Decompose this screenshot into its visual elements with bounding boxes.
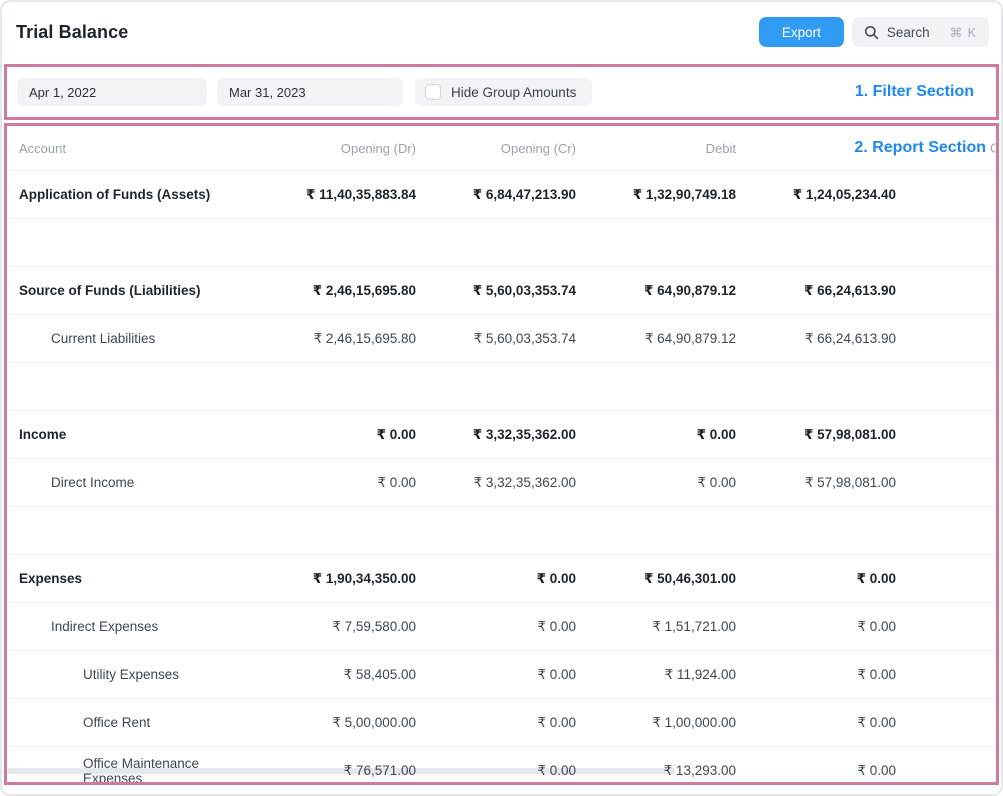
table-row[interactable]: Indirect Expenses ₹ 7,59,580.00 ₹ 0.00 ₹ 1,…	[7, 603, 996, 651]
account-cell: Office Rent	[83, 715, 151, 730]
table-row[interactable]: Application of Funds (Assets) ₹ 11,40,35,…	[7, 171, 996, 219]
table-row-empty	[7, 363, 996, 411]
page-title: Trial Balance	[16, 21, 129, 42]
column-header-partial: C	[990, 140, 999, 156]
amount-cell: ₹ 2,46,15,695.80	[313, 330, 416, 346]
account-cell: Expenses	[19, 571, 83, 586]
to-date-input[interactable]: Mar 31, 2023	[217, 78, 403, 106]
account-cell: Current Liabilities	[51, 331, 156, 346]
amount-cell: ₹ 3,32,35,362.00	[472, 426, 576, 442]
account-cell: Application of Funds (Assets)	[19, 187, 211, 202]
amount-cell: ₹ 0.00	[377, 474, 416, 490]
search-label: Search	[886, 24, 930, 40]
amount-cell: ₹ 64,90,879.12	[644, 330, 736, 346]
table-row[interactable]: Income ₹ 0.00 ₹ 3,32,35,362.00 ₹ 0.00 ₹ 57,9…	[7, 411, 996, 459]
hide-group-amounts-checkbox[interactable]	[425, 84, 441, 100]
amount-cell: ₹ 66,24,613.90	[804, 282, 896, 298]
amount-cell: ₹ 11,40,35,883.84	[306, 186, 416, 202]
account-cell: Source of Funds (Liabilities)	[19, 283, 201, 298]
table-row[interactable]: Current Liabilities ₹ 2,46,15,695.80 ₹ 5,6…	[7, 315, 996, 363]
table-row[interactable]: Office Maintenance Expenses ₹ 76,571.00 ₹ …	[7, 747, 996, 785]
amount-cell: ₹ 5,00,000.00	[332, 714, 416, 730]
search-button[interactable]: Search ⌘ K	[851, 17, 989, 47]
amount-cell: ₹ 11,924.00	[664, 666, 736, 682]
amount-cell: ₹ 1,51,721.00	[652, 618, 736, 634]
amount-cell: ₹ 5,60,03,353.74	[472, 282, 576, 298]
amount-cell: ₹ 0.00	[376, 426, 416, 442]
hide-group-amounts-label: Hide Group Amounts	[451, 84, 577, 100]
amount-cell: ₹ 3,32,35,362.00	[473, 474, 576, 490]
amount-cell: ₹ 5,60,03,353.74	[473, 330, 576, 346]
horizontal-scrollbar-thumb[interactable]	[7, 768, 675, 774]
export-button[interactable]: Export	[758, 17, 844, 47]
report-rows: Application of Funds (Assets) ₹ 11,40,35,…	[7, 171, 996, 785]
amount-cell: ₹ 57,98,081.00	[804, 426, 896, 442]
amount-cell: ₹ 1,24,05,234.40	[792, 186, 896, 202]
amount-cell: ₹ 0.00	[537, 618, 576, 634]
amount-cell: ₹ 0.00	[857, 666, 896, 682]
amount-cell: ₹ 64,90,879.12	[644, 282, 736, 298]
amount-cell: ₹ 0.00	[537, 714, 576, 730]
amount-cell: ₹ 0.00	[856, 570, 896, 586]
amount-cell: ₹ 57,98,081.00	[804, 474, 896, 490]
amount-cell: ₹ 0.00	[697, 474, 736, 490]
amount-cell: ₹ 66,24,613.90	[804, 330, 896, 346]
amount-cell: ₹ 0.00	[857, 762, 896, 778]
annotation-report-section: 2. Report Section	[848, 139, 986, 157]
amount-cell: ₹ 1,90,34,350.00	[312, 570, 416, 586]
amount-cell: ₹ 0.00	[857, 714, 896, 730]
topbar: Trial Balance Export Search ⌘ K	[2, 2, 1001, 62]
amount-cell: ₹ 2,46,15,695.80	[312, 282, 416, 298]
amount-cell: ₹ 0.00	[537, 762, 576, 778]
account-cell: Utility Expenses	[83, 667, 180, 682]
account-cell: Direct Income	[51, 475, 135, 490]
table-row[interactable]: Utility Expenses ₹ 58,405.00 ₹ 0.00 ₹ 11,92…	[7, 651, 996, 699]
filter-section: Apr 1, 2022 Mar 31, 2023 Hide Group Amou…	[4, 64, 999, 120]
amount-cell: ₹ 7,59,580.00	[332, 618, 416, 634]
hide-group-amounts-toggle[interactable]: Hide Group Amounts	[415, 78, 593, 106]
amount-cell: ₹ 0.00	[537, 666, 576, 682]
amount-cell: ₹ 58,405.00	[343, 666, 416, 682]
account-cell: Indirect Expenses	[51, 619, 159, 634]
column-header-debit[interactable]: Debit	[705, 140, 736, 156]
amount-cell: ₹ 0.00	[696, 426, 736, 442]
column-header-opening-dr[interactable]: Opening (Dr)	[340, 140, 416, 156]
amount-cell: ₹ 50,46,301.00	[644, 570, 736, 586]
amount-cell: ₹ 6,84,47,213.90	[472, 186, 576, 202]
from-date-input[interactable]: Apr 1, 2022	[17, 78, 207, 106]
search-icon	[864, 25, 879, 40]
column-header-account[interactable]: Account	[19, 140, 66, 156]
table-row[interactable]: Source of Funds (Liabilities) ₹ 2,46,15,6…	[7, 267, 996, 315]
table-row-empty	[7, 507, 996, 555]
table-header-row: Account Opening (Dr) Opening (Cr) Debit …	[7, 126, 996, 171]
annotation-filter-section: 1. Filter Section	[854, 83, 974, 100]
report-section: Account Opening (Dr) Opening (Cr) Debit …	[4, 123, 999, 785]
account-cell: Income	[19, 427, 67, 442]
amount-cell: ₹ 0.00	[857, 618, 896, 634]
amount-cell: ₹ 0.00	[536, 570, 576, 586]
amount-cell: ₹ 1,00,000.00	[652, 714, 736, 730]
table-row[interactable]: Direct Income ₹ 0.00 ₹ 3,32,35,362.00 ₹ 0.0…	[7, 459, 996, 507]
amount-cell: ₹ 1,32,90,749.18	[632, 186, 736, 202]
column-header-opening-cr[interactable]: Opening (Cr)	[500, 140, 576, 156]
table-row[interactable]: Expenses ₹ 1,90,34,350.00 ₹ 0.00 ₹ 50,46,30…	[7, 555, 996, 603]
account-cell: Office Maintenance Expenses	[83, 755, 200, 785]
search-shortcut: ⌘ K	[949, 25, 977, 40]
amount-cell: ₹ 76,571.00	[343, 762, 416, 778]
table-row[interactable]: Office Rent ₹ 5,00,000.00 ₹ 0.00 ₹ 1,00,000…	[7, 699, 996, 747]
table-row-empty	[7, 219, 996, 267]
amount-cell: ₹ 13,293.00	[663, 762, 736, 778]
